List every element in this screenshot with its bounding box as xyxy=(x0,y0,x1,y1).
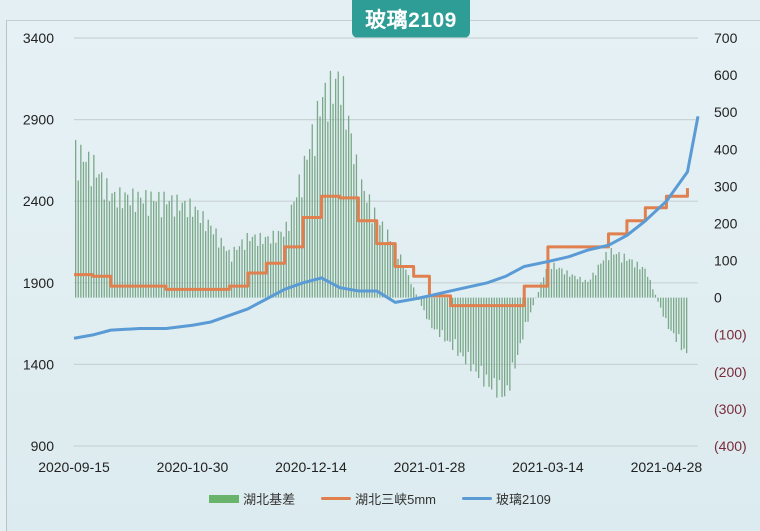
left-tick-label: 1400 xyxy=(23,356,54,372)
left-tick-label: 900 xyxy=(31,438,55,454)
right-tick-label: 700 xyxy=(714,30,738,46)
right-tick-label: 300 xyxy=(714,178,738,194)
glass-line xyxy=(73,116,700,340)
chart-title: 玻璃2109 xyxy=(352,0,470,38)
right-tick-label: 600 xyxy=(714,67,738,83)
right-tick-label: 400 xyxy=(714,141,738,157)
right-axis: 700 600 500 400 300 200 100 0 (100) (200) (300) (40… xyxy=(714,30,747,454)
x-tick-label: 2021-01-28 xyxy=(394,459,466,475)
right-tick-label: (400) xyxy=(714,438,747,454)
x-tick-label: 2020-10-30 xyxy=(157,459,229,475)
right-tick-label: 0 xyxy=(714,290,722,306)
basis-swatch-icon xyxy=(209,494,240,503)
legend-item-basis[interactable]: 湖北基差 xyxy=(209,489,295,508)
right-tick-label: (300) xyxy=(714,401,747,417)
left-tick-label: 2900 xyxy=(23,112,54,128)
legend: 湖北基差 湖北三峡5mm 玻璃2109 xyxy=(0,489,760,508)
legend-label: 湖北基差 xyxy=(243,492,296,507)
left-tick-label: 3400 xyxy=(23,30,54,46)
legend-label: 玻璃2109 xyxy=(495,492,551,507)
right-tick-label: (200) xyxy=(714,364,747,380)
glass-swatch-icon xyxy=(461,497,492,500)
legend-item-glass[interactable]: 玻璃2109 xyxy=(461,489,551,508)
right-tick-label: 200 xyxy=(714,215,738,231)
x-tick-label: 2021-03-14 xyxy=(512,459,584,475)
legend-item-sanxia[interactable]: 湖北三峡5mm xyxy=(321,489,436,508)
legend-label: 湖北三峡5mm xyxy=(355,492,436,507)
x-tick-label: 2020-09-15 xyxy=(38,459,110,475)
x-tick-label: 2020-12-14 xyxy=(275,459,347,475)
x-tick-label: 2021-04-28 xyxy=(631,459,703,475)
sanxia-swatch-icon xyxy=(321,497,352,500)
left-tick-label: 2400 xyxy=(23,193,54,209)
left-axis: 3400 2900 2400 1900 1400 900 xyxy=(23,30,54,454)
right-tick-label: 100 xyxy=(714,253,738,269)
right-tick-label: 500 xyxy=(714,104,738,120)
left-tick-label: 1900 xyxy=(23,275,54,291)
chart-plot: 3400 2900 2400 1900 1400 900 700 600 500 400 300 2… xyxy=(23,30,747,475)
x-axis: 2020-09-15 2020-10-30 2020-12-14 2021-01-28… xyxy=(38,459,702,475)
right-tick-label: (100) xyxy=(714,327,747,343)
